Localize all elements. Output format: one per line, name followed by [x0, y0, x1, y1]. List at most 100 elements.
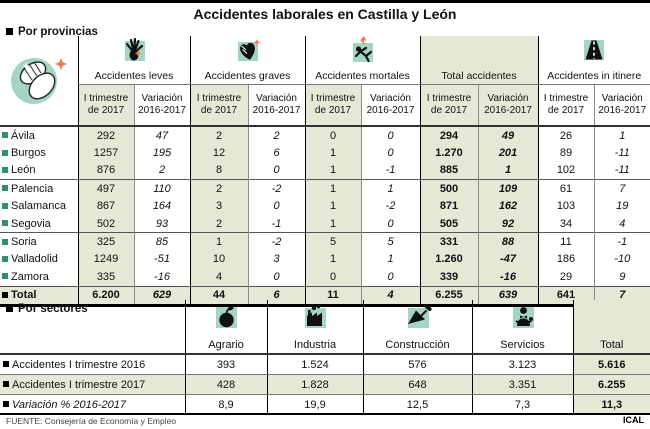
provinces-table: Accidentes leves Accidentes graves Accid…	[0, 36, 650, 307]
icon-cell	[266, 300, 363, 336]
value-cell: 186	[537, 250, 594, 269]
group-label: Accidentes graves	[189, 67, 305, 85]
value-cell: 9	[593, 268, 650, 287]
value-cell: 629	[133, 285, 190, 307]
province-row: Salamanca 867 164 3 0 1 -2 871 162 103 19	[0, 197, 650, 215]
value-cell: 8	[189, 161, 248, 180]
corner-cell	[0, 36, 78, 127]
province-name: Burgos	[0, 144, 78, 161]
value-cell: 0	[360, 268, 420, 287]
value-cell: 1257	[77, 144, 134, 162]
province-name: Soria	[0, 232, 78, 251]
value-cell: 339	[419, 268, 478, 287]
bandaged-heart-icon	[237, 39, 260, 61]
value-cell: 876	[77, 161, 134, 180]
factory-icon	[305, 304, 326, 328]
value-cell: 11	[537, 232, 594, 251]
sectors-tbody: Accidentes I trimestre 2016 393 1.524 576 3.…	[0, 354, 650, 415]
sector-column-label: Industria	[266, 336, 363, 355]
value-cell: 2	[189, 214, 248, 233]
total-label: Total	[0, 285, 78, 307]
value-cell: 2	[189, 179, 248, 198]
value-cell: 1	[477, 161, 538, 180]
apple-icon	[216, 306, 237, 328]
sector-row-label: Accidentes I trimestre 2016	[0, 354, 185, 375]
value-cell: 576	[362, 354, 472, 375]
value-cell: 1	[304, 214, 361, 233]
value-cell: 3	[189, 197, 248, 215]
section-label-text: Por provincias	[18, 26, 98, 38]
value-cell: 61	[537, 179, 594, 198]
value-cell: 0	[304, 126, 361, 145]
value-cell: 5.616	[572, 354, 650, 375]
value-cell: 1	[189, 232, 248, 251]
icon-cell	[184, 300, 267, 336]
sector-row: Variación % 2016-2017 8,9 19,9 12,5 7,3 11,3	[0, 394, 650, 415]
icon-cell	[189, 36, 305, 67]
value-cell: 294	[419, 126, 478, 145]
road-icon	[584, 40, 605, 60]
value-cell: 0	[247, 197, 305, 215]
provinces-tbody: Ávila 292 47 2 2 0 0 294 49 26 1 Burgos 1257 195 12 6 1 0…	[0, 126, 650, 307]
group-label: Accidentes in itinere	[537, 67, 650, 85]
value-cell: 1.828	[266, 374, 363, 395]
value-cell: 93	[133, 214, 190, 233]
value-cell: 7,3	[471, 394, 573, 415]
square-bullet-icon	[6, 305, 13, 312]
value-cell: 26	[537, 126, 594, 145]
value-cell: 648	[362, 374, 472, 395]
bullet-icon	[2, 149, 8, 156]
value-cell: 162	[477, 197, 538, 215]
subheader-cell: Variación 2016-2017	[593, 84, 650, 127]
value-cell: 505	[419, 214, 478, 233]
bullet-icon	[2, 167, 8, 174]
value-cell: 1	[360, 250, 420, 269]
subheader-row: I trimestre de 2017 Variación 2016-2017 …	[0, 84, 650, 127]
subheader-cell: I trimestre de 2017	[537, 84, 594, 127]
value-cell: -10	[593, 250, 650, 269]
value-cell: -1	[593, 232, 650, 251]
province-name: Salamanca	[0, 198, 78, 215]
value-cell: 1	[304, 161, 361, 180]
value-cell: 2	[133, 161, 190, 180]
hand-icon	[125, 37, 145, 61]
value-cell: 867	[77, 197, 134, 215]
value-cell: 6	[247, 144, 305, 162]
sector-row-label: Variación % 2016-2017	[0, 394, 185, 415]
province-row: Soria 325 85 1 -2 5 5 331 88 11 -1	[0, 232, 650, 251]
section-label-provinces: Por provincias	[6, 26, 98, 38]
value-cell: 49	[477, 126, 538, 145]
province-name: Segovia	[0, 215, 78, 233]
value-cell: 1	[304, 179, 361, 198]
sector-label-row: Agrario Industria Construcción Servicios…	[0, 336, 650, 355]
value-cell: 12	[189, 144, 248, 162]
total-header-spacer	[572, 300, 650, 336]
province-row: León 876 2 8 0 1 -1 885 1 102 -11	[0, 161, 650, 180]
icon-header-row	[0, 36, 650, 127]
value-cell: 29	[537, 268, 594, 287]
value-cell: -1	[360, 161, 420, 180]
bullet-icon	[3, 361, 9, 368]
subheader-cell: I trimestre de 2017	[189, 84, 248, 127]
bullet-icon	[3, 381, 9, 388]
value-cell: 502	[77, 214, 134, 233]
value-cell: 164	[133, 197, 190, 215]
value-cell: 201	[477, 144, 538, 162]
value-cell: 1249	[77, 250, 134, 269]
value-cell: 5	[304, 232, 361, 251]
subheader-cell: Variación 2016-2017	[360, 84, 420, 127]
value-cell: 4	[189, 268, 248, 287]
value-cell: -2	[360, 197, 420, 215]
value-cell: -11	[593, 144, 650, 162]
sectors-table: Agrario Industria Construcción Servicios…	[0, 300, 650, 415]
group-label-row: Accidentes leves Accidentes graves Accid…	[0, 67, 650, 85]
value-cell: 1	[304, 197, 361, 215]
group-label: Accidentes leves	[77, 67, 190, 85]
value-cell: 19	[593, 197, 650, 215]
sector-column-label: Construcción	[362, 336, 472, 355]
value-cell: 500	[419, 179, 478, 198]
province-row: Zamora 335 -16 4 0 0 0 339 -16 29 9	[0, 268, 650, 287]
value-cell: 102	[537, 161, 594, 180]
trowel-icon	[407, 304, 432, 328]
